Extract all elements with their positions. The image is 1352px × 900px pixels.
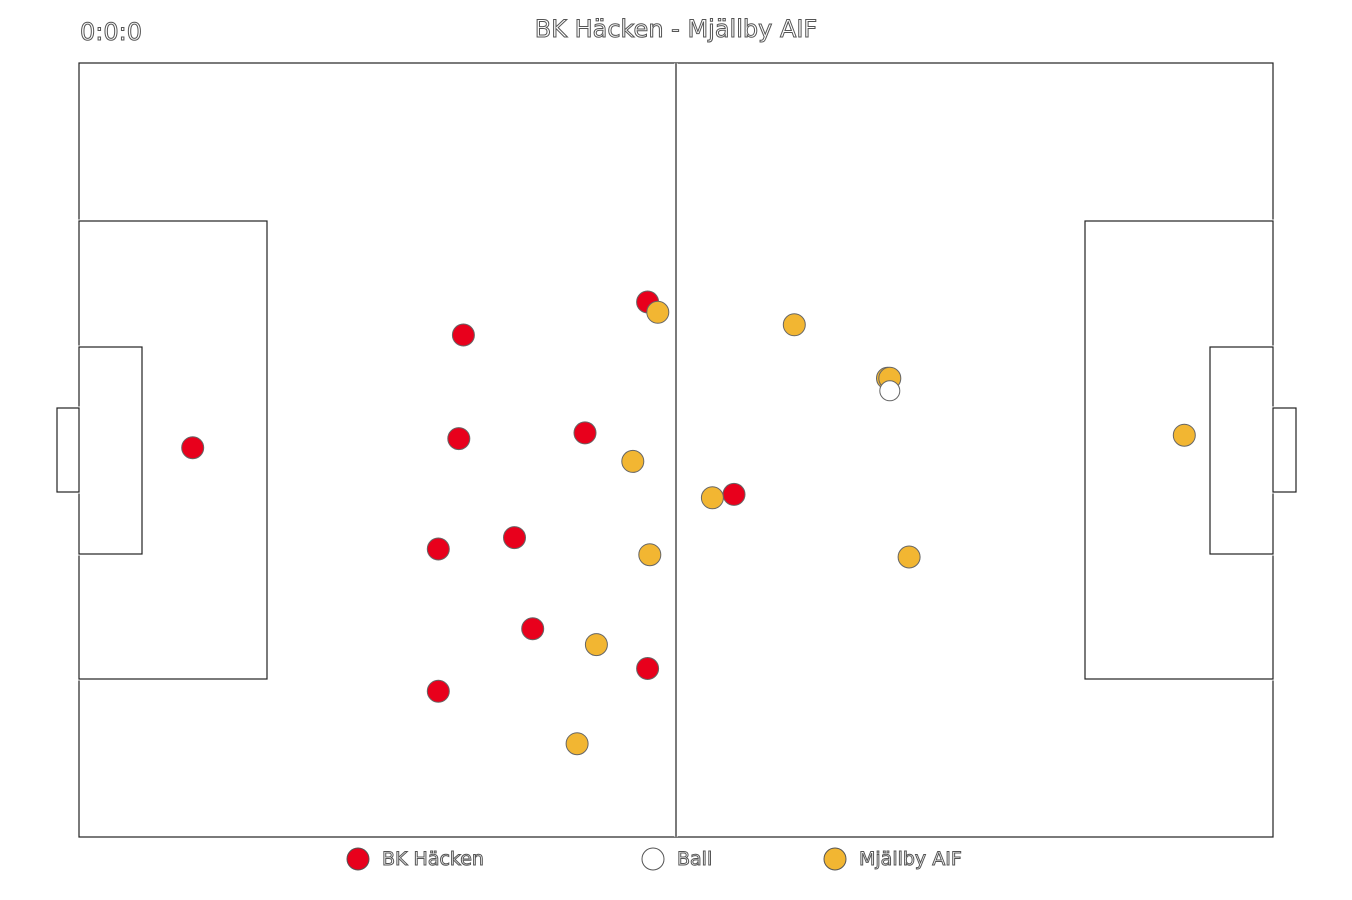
- home-player-marker-5: [426, 679, 450, 703]
- home-player-marker-6: [503, 526, 526, 550]
- legend-item-home: BK Häcken: [346, 847, 484, 871]
- home-player-marker-11: [722, 482, 746, 506]
- away-player-marker-10: [565, 732, 589, 756]
- home-player-marker-8: [573, 421, 597, 445]
- legend-ball-label: Ball: [677, 848, 712, 870]
- legend: BK Häcken Ball Mjällby AIF: [346, 847, 962, 871]
- away-player-marker-6: [638, 543, 662, 567]
- away-player-marker-8: [584, 633, 608, 657]
- away-player-marker-1: [1172, 423, 1196, 447]
- pitch-markings: [55, 61, 1298, 839]
- away-player-marker-3: [782, 313, 806, 337]
- legend-away-marker: [823, 847, 847, 871]
- match-title: BK Häcken - Mjällby AIF: [535, 15, 818, 43]
- legend-ball-marker: [641, 847, 665, 871]
- left-goal: [56, 407, 80, 493]
- players-layer: [181, 290, 1196, 756]
- match-clock: 0:0:0: [80, 18, 142, 46]
- right-goal-area: [1209, 346, 1274, 555]
- home-player-marker-2: [451, 323, 475, 347]
- right-goal: [1272, 407, 1297, 493]
- away-player-marker-5: [621, 449, 645, 473]
- left-goal-area: [78, 346, 143, 555]
- away-player-marker-9: [897, 545, 921, 569]
- left-penalty-area: [78, 220, 268, 680]
- away-player-marker-7: [700, 486, 724, 510]
- home-player-marker-7: [521, 617, 545, 641]
- home-player-marker-3: [447, 427, 471, 451]
- home-player-marker-4: [426, 537, 450, 561]
- home-player-marker-10: [636, 657, 660, 680]
- legend-home-label: BK Häcken: [382, 848, 484, 870]
- right-penalty-area: [1084, 220, 1274, 680]
- legend-home-marker: [346, 847, 370, 871]
- legend-item-ball: Ball: [641, 847, 713, 871]
- away-player-marker-2: [646, 300, 670, 324]
- legend-item-away: Mjällby AIF: [823, 847, 962, 871]
- ball-marker: [879, 380, 901, 402]
- legend-away-label: Mjällby AIF: [859, 848, 962, 870]
- home-player-marker-1: [181, 436, 205, 460]
